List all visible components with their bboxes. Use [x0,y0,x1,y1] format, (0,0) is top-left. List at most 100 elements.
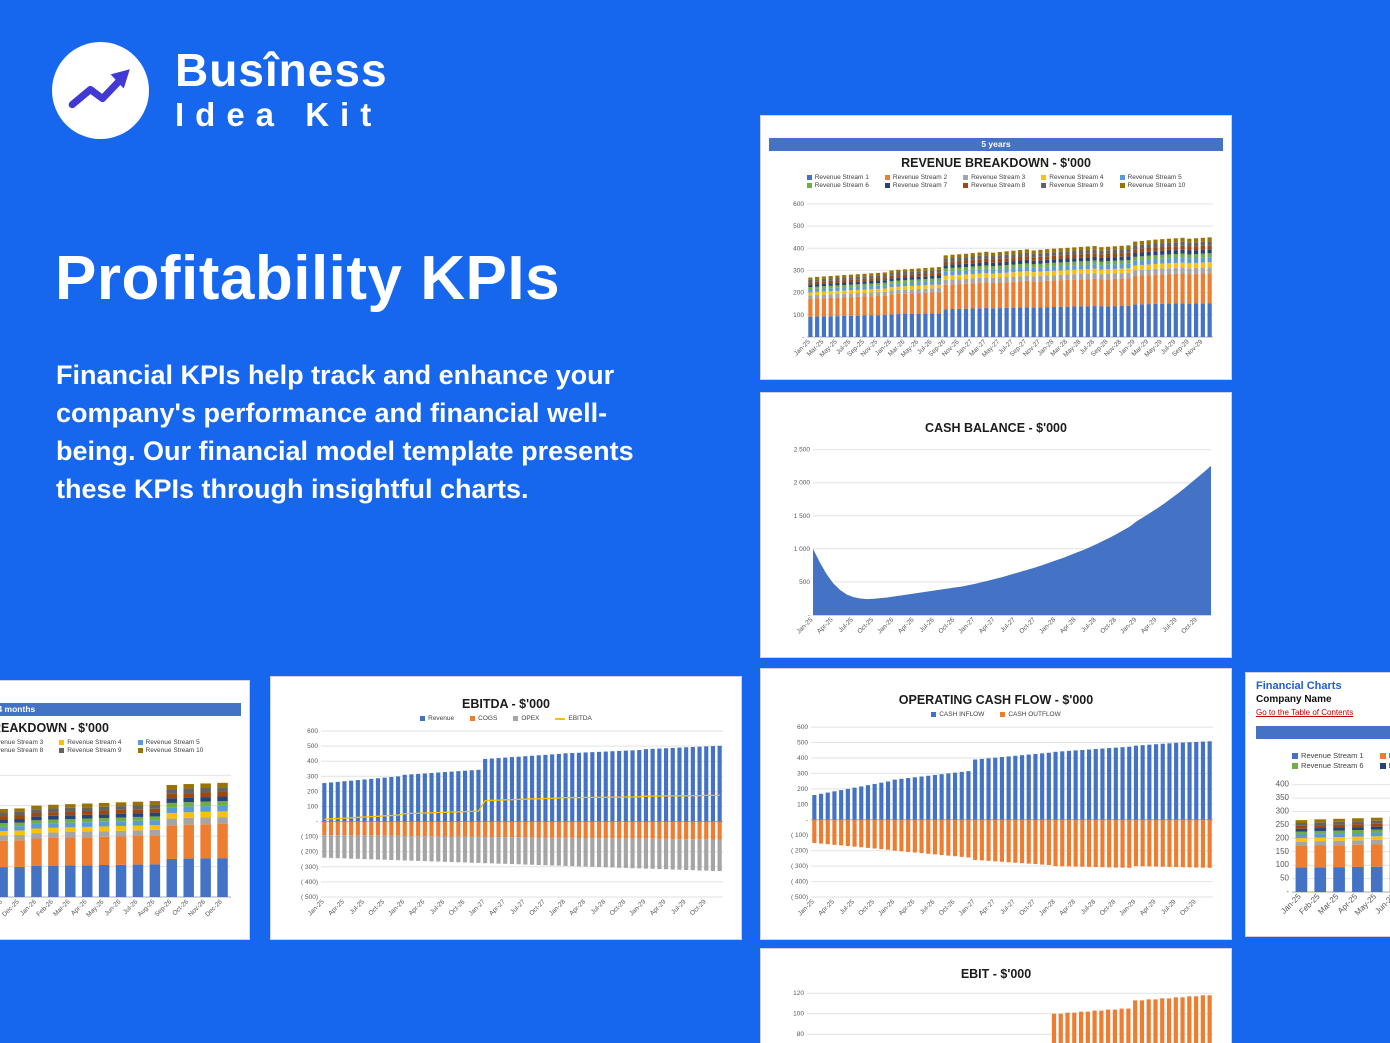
legend-item: Revenue Stream 8 [963,182,1025,189]
svg-text:-: - [806,817,808,824]
svg-text:500: 500 [307,743,318,750]
legend-label: Revenue Stream 2 [1389,751,1390,760]
brand: Busîness Idea Kit [52,42,388,139]
legend-item: Revenue Stream 1 [806,174,869,181]
svg-text:Jun-25: Jun-25 [1373,892,1390,916]
legend-item: OPEX [513,715,539,722]
legend-swatch [137,748,143,753]
svg-text:350: 350 [1276,793,1290,802]
svg-text:Jul-26: Jul-26 [429,898,447,916]
panel-revenue-breakdown-24m: 24 months REVENUE BREAKDOWN - $'000 Reve… [0,680,250,940]
svg-text:400: 400 [797,755,808,762]
legend-label: EBITDA [568,715,592,722]
svg-text:Apr-28: Apr-28 [568,898,587,917]
svg-text:Feb-26: Feb-26 [35,898,55,918]
legend-label: Revenue Stream 10 [1127,182,1186,189]
legend-swatch [806,183,812,188]
svg-text:Apr-26: Apr-26 [898,898,917,917]
svg-text:Apr-27: Apr-27 [978,898,997,917]
legend-label: Revenue Stream 2 [892,174,948,181]
legend-label: Revenue Stream 8 [971,182,1026,189]
revenue-breakdown-mini-chart: -50 100 150 200 250 300 350 400 Jan-25 Feb-25 Mar-… [1256,770,1390,924]
legend-item: Revenue Stream 9 [1041,182,1104,189]
svg-text:300: 300 [793,267,804,274]
svg-text:( 500): ( 500) [301,894,318,901]
legend-swatch [470,716,476,721]
svg-text:Oct-29: Oct-29 [1180,616,1199,635]
legend-label: Revenue Stream 7 [1389,761,1390,770]
panel-financial-charts-sheet: Financial Charts Company Name Go to the … [1245,672,1390,937]
svg-text:Jul-27: Jul-27 [999,898,1017,916]
legend-item: Revenue Stream 6 [806,182,869,189]
legend-swatch [1000,712,1006,717]
svg-text:Jan-27: Jan-27 [957,616,976,635]
svg-text:Jan-26: Jan-26 [877,898,896,917]
table-of-contents-link[interactable]: Go to the Table of Contents [1256,708,1354,717]
svg-text:400: 400 [793,245,804,252]
svg-text:400: 400 [307,758,318,765]
svg-text:Jul-27: Jul-27 [509,898,527,916]
chart-legend: CASH INFLOW CASH OUTFLOW [769,711,1223,718]
svg-text:100: 100 [793,312,804,319]
svg-text:Jan-26: Jan-26 [19,898,38,917]
legend-item: Revenue Stream 8 [0,747,43,754]
svg-text:80: 80 [797,1031,805,1038]
svg-text:Mar-26: Mar-26 [52,898,72,918]
svg-text:200: 200 [793,290,804,297]
svg-text:1 500: 1 500 [794,513,811,520]
svg-text:600: 600 [797,724,808,731]
svg-text:Apr-28: Apr-28 [1059,616,1078,635]
svg-text:Jul-25: Jul-25 [839,898,857,916]
period-header-bar: 24 months [0,703,241,716]
chart-title: REVENUE BREAKDOWN - $'000 [0,721,109,735]
legend-label: Revenue Stream 6 [1301,761,1364,770]
svg-text:300: 300 [1276,807,1290,816]
svg-text:Jul-26: Jul-26 [919,898,937,916]
chart-legend: Revenue Stream 1 Revenue Stream 2 Revenue … [769,174,1223,189]
svg-text:Jul-29: Jul-29 [670,898,688,916]
svg-text:600: 600 [793,201,804,208]
svg-text:200: 200 [307,788,318,795]
legend-item: Revenue Stream 7 [1379,761,1390,770]
legend-label: COGS [478,715,498,722]
svg-text:Oct-26: Oct-26 [937,616,956,635]
legend-swatch [420,716,426,721]
svg-text:Oct-25: Oct-25 [857,898,876,917]
svg-text:Jul-28: Jul-28 [1080,616,1098,634]
legend-item: CASH OUTFLOW [1000,711,1061,718]
svg-text:( 200): ( 200) [301,849,318,856]
page-title: Profitability KPIs [55,244,561,313]
legend-item: Revenue Stream 5 [137,739,204,746]
legend-swatch [1292,762,1299,769]
svg-text:Apr-25: Apr-25 [817,898,836,917]
legend-swatch [806,175,812,180]
company-name: Company Name [1256,694,1332,705]
svg-text:Jul-25: Jul-25 [349,898,367,916]
svg-text:Jul-28: Jul-28 [1080,898,1098,916]
svg-text:Apr-29: Apr-29 [1139,898,1158,917]
panel-revenue-breakdown-5y: 5 years REVENUE BREAKDOWN - $'000 Revenu… [760,115,1232,380]
svg-text:Oct-26: Oct-26 [448,898,467,917]
page-description: Financial KPIs help track and enhance yo… [56,360,634,504]
svg-text:Oct-28: Oct-28 [1099,898,1118,917]
svg-text:Jul-29: Jul-29 [1160,898,1178,916]
svg-text:Oct-25: Oct-25 [856,616,875,635]
svg-text:Apr-27: Apr-27 [978,616,997,635]
legend-label: Revenue Stream 9 [67,747,122,754]
chart-title: OPERATING CASH FLOW - $'000 [898,693,1094,707]
svg-text:500: 500 [797,740,808,747]
svg-text:100: 100 [793,1011,804,1018]
legend-item: COGS [470,715,497,722]
panel-cash-balance: CASH BALANCE - $'000 - 500 1 000 1 500 2 000… [760,392,1232,658]
svg-text:-: - [802,334,804,341]
svg-text:( 500): ( 500) [791,894,808,901]
svg-text:Jul-28: Jul-28 [590,898,608,916]
svg-text:Oct-28: Oct-28 [1099,616,1118,635]
svg-text:300: 300 [797,770,808,777]
svg-text:2 500: 2 500 [794,447,811,454]
chart-title: EBIT - $'000 [960,967,1032,981]
legend-label: Revenue Stream 4 [67,739,122,746]
svg-text:50: 50 [1280,874,1289,883]
svg-text:300: 300 [307,773,318,780]
panel-ebitda: EBITDA - $'000 Revenue COGS OPEX EBITDA 600… [270,676,742,940]
